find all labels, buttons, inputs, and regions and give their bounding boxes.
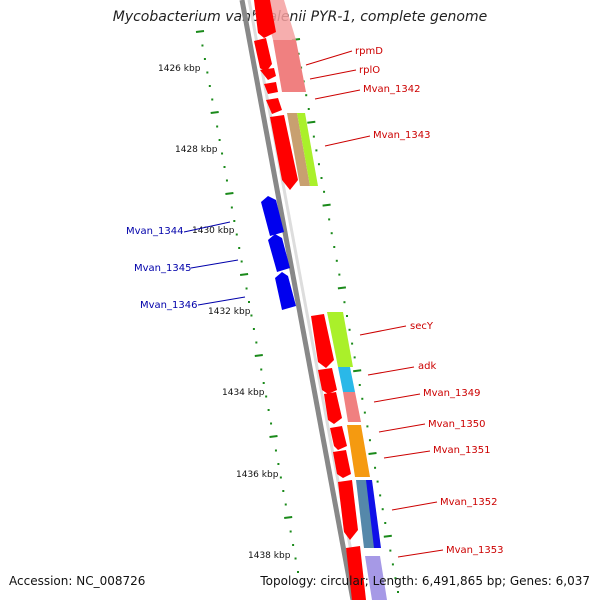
- scale-label: 1428 kbp: [175, 145, 218, 155]
- scale-major-tick: [307, 120, 316, 124]
- scale-labels: 1426 kbp 1428 kbp 1430 kbp 1432 kbp 1434…: [158, 64, 291, 561]
- scale-major-tick: [368, 452, 377, 455]
- feature-track: [262, 0, 387, 600]
- gene-arrow: [254, 38, 272, 72]
- gene-arrow: [324, 392, 342, 424]
- scale-major-tick: [322, 203, 331, 207]
- scale-major-tick: [284, 516, 293, 519]
- scale-major-tick: [269, 435, 278, 438]
- gene-label: adk: [418, 361, 436, 372]
- scale-major-tick: [383, 534, 392, 538]
- scale-major-tick: [210, 111, 219, 114]
- gene-arrow: [311, 314, 334, 368]
- gene-arrow: [346, 546, 366, 600]
- gene-label: Mvan_1349: [423, 388, 480, 399]
- gene-arrow: [275, 272, 296, 310]
- scale-ruler: [195, 30, 299, 573]
- forward-gene-labels: rpmD rplO Mvan_1342 Mvan_1343 secY adk M…: [355, 46, 503, 556]
- gene-label: Mvan_1346: [140, 300, 197, 311]
- map-title: Mycobacterium vanbaalenii PYR-1, complet…: [112, 9, 488, 25]
- gene-arrow: [264, 82, 278, 94]
- gene-arrow: [254, 0, 276, 38]
- gene-arrow: [261, 196, 284, 236]
- forward-genes: [254, 0, 366, 600]
- scale-major-tick: [225, 192, 234, 195]
- topology-text: Topology: circular; Length: 6,491,865 bp…: [260, 574, 590, 588]
- gene-label: secY: [410, 321, 434, 332]
- gene-label: Mvan_1353: [446, 545, 503, 556]
- gene-arrow: [338, 480, 358, 540]
- scale-major-tick: [195, 30, 205, 33]
- gene-label: Mvan_1352: [440, 497, 497, 508]
- scale-label: 1438 kbp: [248, 551, 291, 561]
- scale-label: 1436 kbp: [236, 470, 279, 480]
- gene-label: Mvan_1343: [373, 130, 430, 141]
- scale-label: 1430 kbp: [192, 226, 235, 236]
- gene-label: Mvan_1345: [134, 263, 191, 274]
- gene-label: Mvan_1351: [433, 445, 490, 456]
- accession-text: Accession: NC_008726: [9, 574, 146, 588]
- gene-arrow: [318, 368, 337, 394]
- scale-label: 1434 kbp: [222, 388, 265, 398]
- scale-major-tick: [337, 286, 347, 290]
- gene-arrow: [266, 98, 282, 114]
- gene-label: Mvan_1350: [428, 419, 485, 430]
- label-leaders: [183, 50, 444, 558]
- gene-label: Mvan_1344: [126, 226, 183, 237]
- scale-label: 1432 kbp: [208, 307, 251, 317]
- scale-major-tick: [254, 354, 263, 357]
- reverse-genes: [261, 196, 296, 310]
- gene-arrow: [268, 234, 290, 272]
- gene-label: Mvan_1342: [363, 84, 420, 95]
- gene-arrow: [260, 68, 276, 80]
- gene-arrow: [330, 426, 347, 450]
- gene-label: rplO: [359, 65, 380, 76]
- scale-label: 1426 kbp: [158, 64, 201, 74]
- gene-label: rpmD: [355, 46, 383, 57]
- scale-major-tick: [353, 369, 362, 373]
- scale-major-tick: [239, 273, 249, 276]
- gene-arrow: [270, 115, 298, 190]
- reverse-gene-labels: Mvan_1344 Mvan_1345 Mvan_1346: [126, 226, 197, 311]
- gene-arrow: [333, 450, 351, 478]
